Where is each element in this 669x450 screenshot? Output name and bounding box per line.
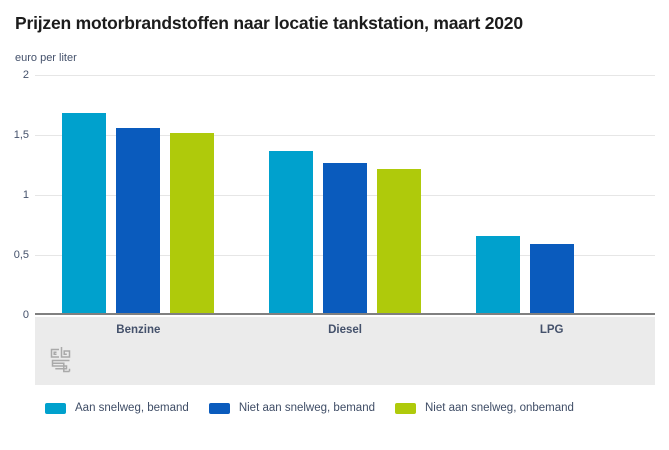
- bar-group-lpg: [448, 75, 655, 315]
- y-tick-label: 0: [22, 309, 29, 321]
- gridline: [35, 135, 655, 136]
- bar-benzine-niet-aan-snelweg-onbemand[interactable]: [170, 132, 215, 315]
- category-label-benzine: Benzine: [116, 324, 161, 336]
- legend-item-aan-snelweg-bemand[interactable]: Aan snelweg, bemand: [45, 402, 189, 414]
- plot-area: [35, 75, 655, 315]
- legend-swatch-icon: [45, 402, 66, 414]
- y-axis-unit-label: euro per liter: [15, 52, 77, 64]
- legend-label: Aan snelweg, bemand: [75, 402, 189, 414]
- cbs-logo: [50, 347, 71, 373]
- category-band: Benzine Diesel LPG: [35, 317, 655, 385]
- bar-diesel-aan-snelweg-bemand[interactable]: [269, 150, 313, 315]
- chart-title: Prijzen motorbrandstoffen naar locatie t…: [15, 13, 523, 33]
- legend: Aan snelweg, bemand Niet aan snelweg, bem…: [45, 402, 574, 414]
- bar-group-benzine: [35, 75, 242, 315]
- bar-lpg-aan-snelweg-bemand[interactable]: [475, 235, 520, 315]
- category-label-diesel: Diesel: [328, 324, 362, 336]
- bar-lpg-niet-aan-snelweg-bemand[interactable]: [529, 244, 574, 315]
- category-labels: Benzine Diesel LPG: [35, 317, 655, 336]
- bar-diesel-niet-aan-snelweg-onbemand[interactable]: [377, 168, 421, 315]
- bar-benzine-aan-snelweg-bemand[interactable]: [62, 113, 107, 315]
- legend-item-niet-aan-snelweg-bemand[interactable]: Niet aan snelweg, bemand: [208, 402, 375, 414]
- y-axis-tick-labels: 2 1,5 1 0,5 0: [0, 69, 29, 321]
- bar-groups: [35, 75, 655, 315]
- legend-item-niet-aan-snelweg-onbemand[interactable]: Niet aan snelweg, onbemand: [394, 402, 574, 414]
- legend-label: Niet aan snelweg, onbemand: [424, 402, 574, 414]
- bar-group-diesel: [242, 75, 449, 315]
- y-tick-label: 0,5: [13, 249, 29, 261]
- legend-swatch-icon: [394, 402, 416, 414]
- y-tick-label: 1,5: [13, 129, 29, 141]
- gridline: [35, 75, 655, 76]
- legend-swatch-icon: [208, 402, 230, 414]
- x-axis-line: [35, 312, 655, 315]
- y-tick-label: 1: [22, 189, 29, 201]
- y-tick-label: 2: [22, 69, 29, 81]
- legend-label: Niet aan snelweg, bemand: [238, 402, 375, 414]
- category-label-lpg: LPG: [539, 324, 564, 336]
- bar-benzine-niet-aan-snelweg-bemand[interactable]: [116, 127, 161, 315]
- bar-diesel-niet-aan-snelweg-bemand[interactable]: [323, 162, 367, 315]
